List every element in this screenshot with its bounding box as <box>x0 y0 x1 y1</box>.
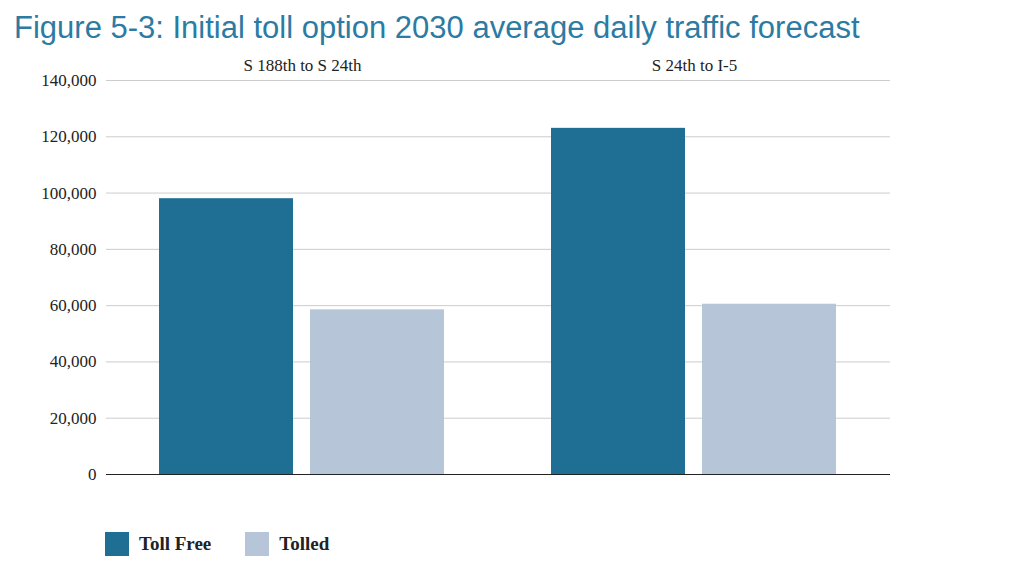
html-text:Figure 5-3: Initial toll optio: Figure 5-3: Initial toll option 2030 ave… <box>14 10 860 45</box>
svg-text:100,000: 100,000 <box>41 184 96 203</box>
svg-text:S 188th to S 24th: S 188th to S 24th <box>243 58 362 75</box>
svg-text:20,000: 20,000 <box>50 409 97 428</box>
svg-text:S 24th to I-5: S 24th to I-5 <box>652 58 737 75</box>
svg-text:40,000: 40,000 <box>50 352 97 371</box>
svg-text:120,000: 120,000 <box>41 127 96 146</box>
svg-text:0: 0 <box>88 465 97 484</box>
html-text:Tolled: Tolled <box>279 533 330 554</box>
svg-text:60,000: 60,000 <box>50 296 97 315</box>
svg-text:80,000: 80,000 <box>50 240 97 259</box>
svg-text:140,000: 140,000 <box>41 71 96 90</box>
html-text:Toll Free: Toll Free <box>139 533 212 554</box>
